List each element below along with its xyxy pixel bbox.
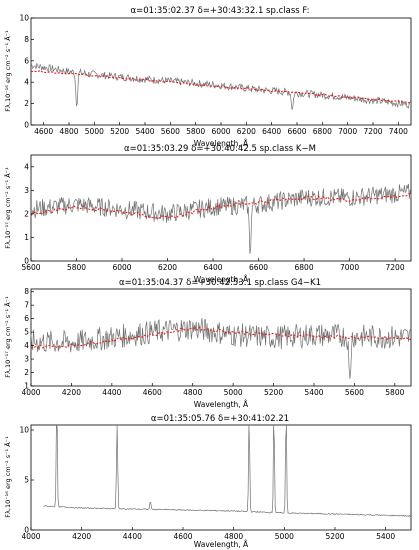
x-tick-label: 6000 [211, 127, 230, 136]
spectrum-panel-2: α=01:35:03.29 δ=+30:40:42.5 sp.class K−M… [3, 144, 412, 284]
panel-title: α=01:35:02.37 δ=+30:43:32.1 sp.class F: [131, 6, 310, 16]
x-tick-label: 6800 [313, 127, 332, 136]
x-tick-label: 5600 [21, 263, 40, 272]
x-tick-label: 4600 [34, 127, 53, 136]
axis-ticks: 4000 4200 4400 4600 4800 5000 5200 5400 0 5 10 [19, 426, 395, 542]
y-tick-label: 8 [24, 287, 29, 296]
x-tick-label: 5800 [186, 127, 205, 136]
observed-spectrum-line [30, 63, 412, 110]
y-tick-label: 10 [19, 14, 29, 23]
x-tick-label: 5000 [224, 388, 243, 397]
y-tick-label: 3 [24, 355, 29, 364]
x-tick-label: 7400 [389, 127, 408, 136]
y-tick-label: 2 [24, 99, 29, 108]
y-tick-label: 3 [24, 186, 29, 195]
x-tick-label: 5200 [264, 388, 283, 397]
x-tick-label: 4400 [102, 388, 121, 397]
x-tick-label: 7200 [363, 127, 382, 136]
y-tick-label: 2 [24, 368, 29, 377]
plot-frame [30, 424, 412, 531]
x-tick-label: 5000 [85, 127, 104, 136]
x-tick-label: 6200 [237, 127, 256, 136]
y-tick-label: 4 [24, 341, 29, 350]
observed-spectrum-line [30, 183, 412, 254]
axis-ticks: 5600 5800 6000 6200 6400 6600 6800 7000 7200 0 1 2 3… [21, 162, 404, 272]
x-tick-label: 4200 [72, 532, 91, 541]
x-tick-label: 4800 [224, 532, 243, 541]
y-tick-label: 5 [24, 328, 29, 337]
x-tick-label: 5600 [161, 127, 180, 136]
x-axis-label: Wavelength, Å [194, 275, 249, 284]
x-tick-label: 5800 [67, 263, 86, 272]
y-tick-label: 0 [24, 121, 29, 130]
x-tick-label: 4400 [123, 532, 142, 541]
model-spectrum-line [30, 326, 412, 349]
x-tick-label: 6200 [158, 263, 177, 272]
observed-spectrum-series [43, 424, 412, 517]
spectrum-panel-3: α=01:35:04.37 δ=+30:42:53.1 sp.class G4−… [3, 278, 412, 409]
observed-spectrum-line [43, 424, 412, 517]
x-tick-label: 5200 [110, 127, 129, 136]
x-tick-label: 7200 [386, 263, 405, 272]
x-tick-label: 6800 [295, 263, 314, 272]
y-tick-label: 6 [24, 314, 29, 323]
x-tick-label: 6000 [112, 263, 131, 272]
y-tick-label: 0 [24, 257, 29, 266]
panel-title: α=01:35:04.37 δ=+30:42:53.1 sp.class G4−… [119, 278, 321, 288]
panel-title: α=01:35:03.29 δ=+30:40:42.5 sp.class K−M [124, 144, 316, 154]
model-spectrum-line [30, 69, 412, 104]
observed-spectrum-series [30, 183, 412, 254]
x-axis-label: Wavelength, Å [194, 400, 249, 409]
y-tick-label: 10 [19, 426, 29, 435]
x-tick-label: 4000 [21, 532, 40, 541]
x-tick-label: 4600 [143, 388, 162, 397]
x-tick-label: 5000 [275, 532, 294, 541]
y-axis-label: Fλ,10⁻¹⁶ erg cm⁻² s⁻¹ Å⁻¹ [3, 30, 12, 112]
spectrum-panel-4: α=01:35:05.76 δ=+30:41:02.21 4000 4200 440… [3, 414, 412, 549]
x-tick-label: 4000 [21, 388, 40, 397]
x-tick-label: 5600 [345, 388, 364, 397]
y-axis-label: Fλ,10⁻¹⁶ erg cm⁻² s⁻¹ Å⁻¹ [3, 436, 12, 518]
x-tick-label: 4600 [173, 532, 192, 541]
observed-spectrum-line [30, 318, 412, 379]
y-tick-label: 7 [24, 301, 29, 310]
spectrum-panel-1: α=01:35:02.37 δ=+30:43:32.1 sp.class F: … [3, 6, 412, 148]
y-tick-label: 1 [24, 382, 29, 391]
x-tick-label: 6400 [203, 263, 222, 272]
x-tick-label: 4800 [183, 388, 202, 397]
y-tick-label: 4 [24, 162, 29, 171]
y-tick-label: 0 [24, 526, 29, 535]
plot-frame [30, 17, 412, 126]
y-tick-label: 5 [24, 476, 29, 485]
x-tick-label: 4200 [62, 388, 81, 397]
y-tick-label: 4 [24, 78, 29, 87]
x-tick-label: 7000 [340, 263, 359, 272]
y-tick-label: 1 [24, 233, 29, 242]
x-tick-label: 6400 [262, 127, 281, 136]
x-tick-label: 7000 [338, 127, 357, 136]
observed-spectrum-series [30, 318, 412, 379]
x-axis-label: Wavelength, Å [194, 139, 249, 148]
x-tick-label: 6600 [249, 263, 268, 272]
panel-title: α=01:35:05.76 δ=+30:41:02.21 [151, 414, 289, 424]
x-tick-label: 5400 [135, 127, 154, 136]
x-tick-label: 5200 [325, 532, 344, 541]
axis-ticks: 4000 4200 4400 4600 4800 5000 5200 5400 5600 5800… [21, 287, 404, 397]
y-tick-label: 2 [24, 209, 29, 218]
y-tick-label: 8 [24, 35, 29, 44]
x-tick-label: 5400 [376, 532, 395, 541]
x-axis-label: Wavelength, Å [194, 540, 249, 549]
y-tick-label: 6 [24, 56, 29, 65]
y-axis-label: Fλ,10⁻¹⁷ erg cm⁻² s⁻¹ Å⁻¹ [3, 167, 12, 249]
x-tick-label: 5800 [385, 388, 404, 397]
y-axis-label: Fλ,10⁻¹⁷ erg cm⁻² s⁻¹ Å⁻¹ [3, 296, 12, 378]
x-tick-label: 5400 [304, 388, 323, 397]
x-tick-label: 6600 [287, 127, 306, 136]
x-tick-label: 4800 [59, 127, 78, 136]
observed-spectrum-series [30, 63, 412, 110]
axis-ticks: 4600 4800 5000 5200 5400 5600 5800 6000 6200 6400… [19, 14, 408, 137]
plot-frame [30, 154, 412, 262]
